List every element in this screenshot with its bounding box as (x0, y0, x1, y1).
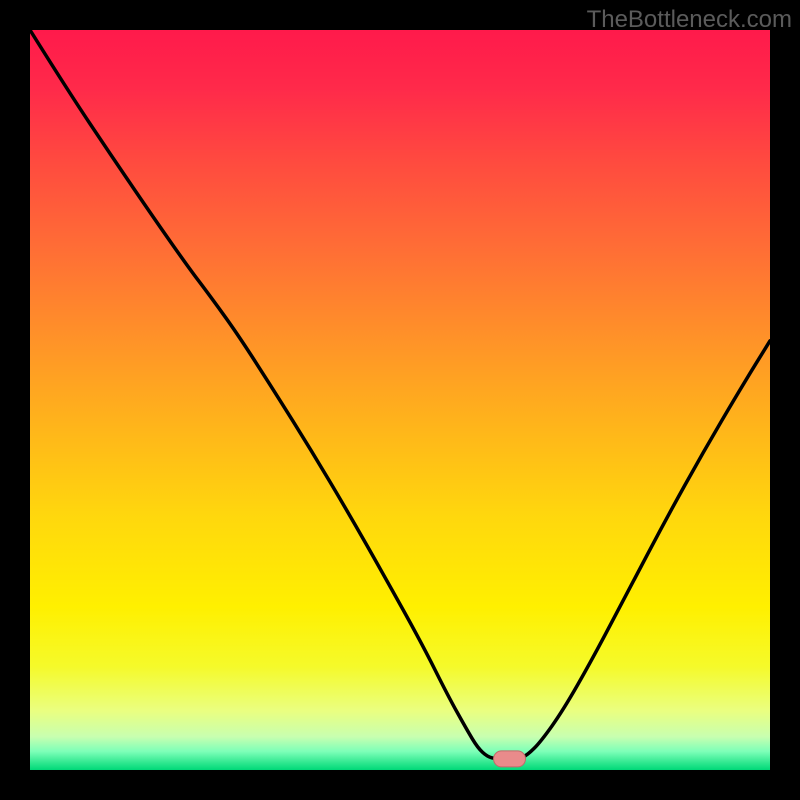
optimal-marker (494, 751, 526, 767)
watermark-text: TheBottleneck.com (587, 6, 792, 34)
heat-gradient (30, 30, 770, 770)
bottleneck-chart-svg (0, 0, 800, 800)
chart-container: TheBottleneck.com (0, 0, 800, 800)
